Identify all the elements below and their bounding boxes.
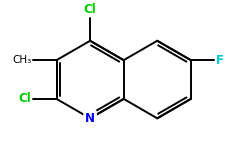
Text: N: N: [85, 112, 95, 125]
Text: F: F: [216, 54, 224, 67]
Text: CH₃: CH₃: [12, 55, 31, 65]
Text: Cl: Cl: [84, 3, 96, 16]
Text: Cl: Cl: [18, 92, 31, 105]
